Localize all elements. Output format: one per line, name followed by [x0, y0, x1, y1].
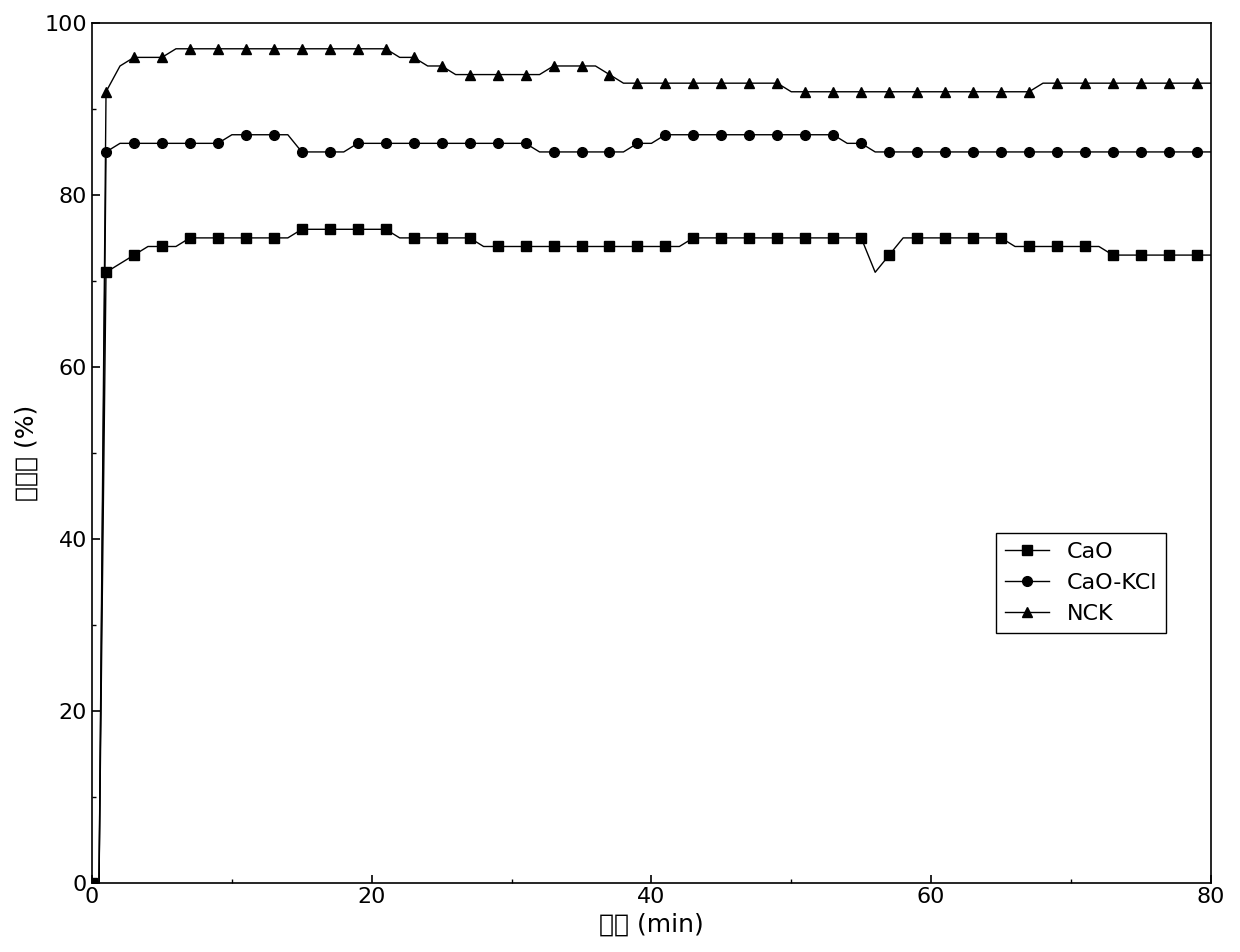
CaO-KCl [616, 147, 631, 158]
NCK [169, 43, 184, 54]
CaO [84, 877, 99, 888]
CaO [1203, 249, 1218, 261]
NCK [407, 51, 422, 63]
CaO-KCl [966, 147, 981, 158]
NCK [1203, 77, 1218, 89]
Legend: CaO, CaO-KCl, NCK: CaO, CaO-KCl, NCK [996, 533, 1166, 633]
CaO-KCl [392, 138, 407, 149]
Line: NCK: NCK [87, 44, 1215, 887]
CaO [407, 232, 422, 244]
CaO [351, 224, 366, 235]
CaO-KCl [407, 138, 422, 149]
CaO-KCl [224, 129, 239, 141]
CaO [966, 232, 981, 244]
NCK [392, 51, 407, 63]
Line: CaO-KCl: CaO-KCl [87, 129, 1215, 887]
CaO [392, 232, 407, 244]
NCK [616, 77, 631, 89]
NCK [351, 43, 366, 54]
Y-axis label: 穿透率 (%): 穿透率 (%) [15, 405, 38, 501]
X-axis label: 时间 (min): 时间 (min) [599, 913, 704, 937]
CaO-KCl [1203, 147, 1218, 158]
CaO-KCl [993, 147, 1008, 158]
CaO [616, 241, 631, 252]
CaO [294, 224, 309, 235]
NCK [993, 86, 1008, 97]
NCK [966, 86, 981, 97]
CaO [993, 232, 1008, 244]
Line: CaO: CaO [87, 225, 1215, 887]
CaO-KCl [84, 877, 99, 888]
CaO-KCl [351, 138, 366, 149]
NCK [84, 877, 99, 888]
